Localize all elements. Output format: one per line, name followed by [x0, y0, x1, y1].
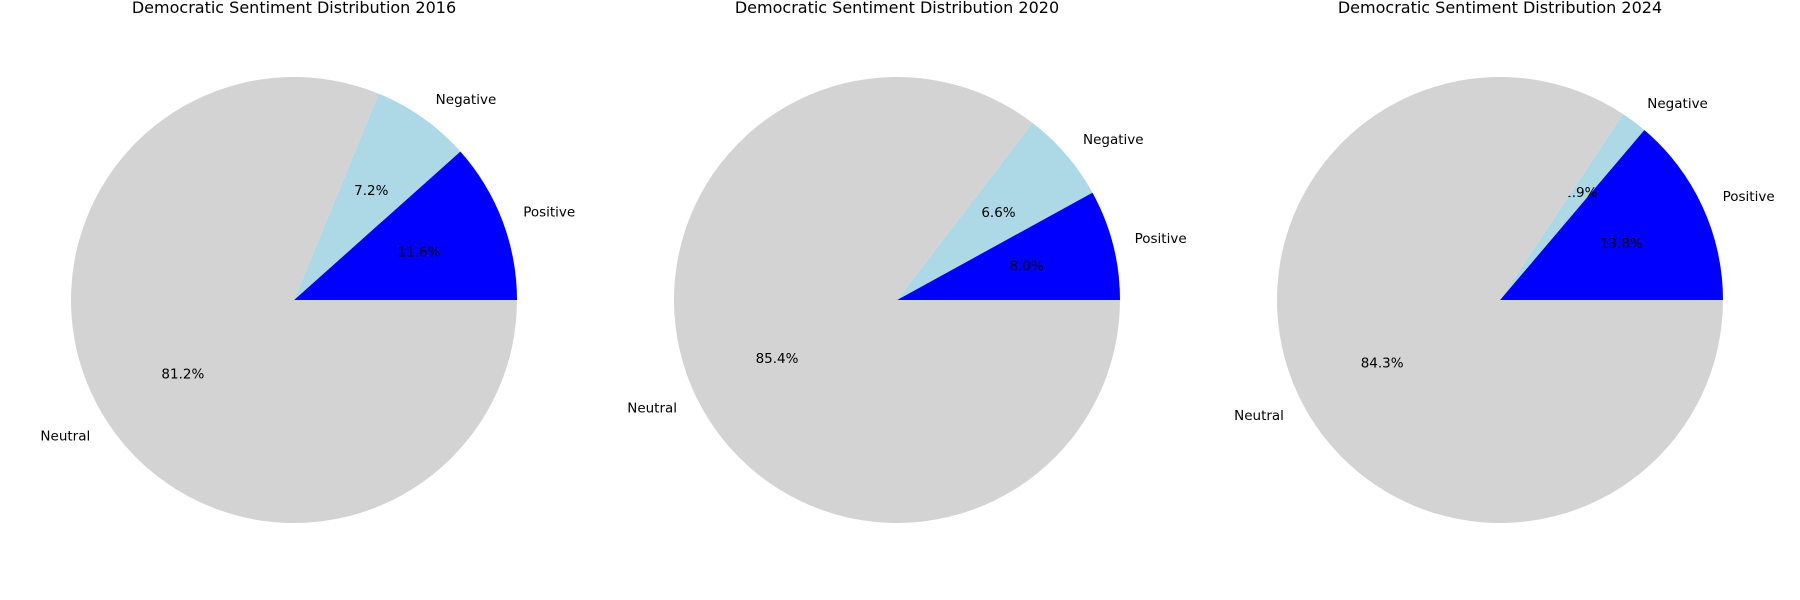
pie-chart-1: Democratic Sentiment Distribution 2016 Po… [40, 0, 575, 523]
slice-pct-neutral: 85.4% [756, 351, 799, 367]
slice-pct-negative: 7.2% [354, 183, 388, 199]
pie-slice-positive [897, 192, 1121, 300]
pie-slice-positive [294, 151, 517, 300]
slice-label-negative: Negative [1083, 132, 1144, 148]
slice-pct-negative: 6.6% [981, 205, 1015, 221]
slice-pct-neutral: 81.2% [161, 367, 204, 383]
slice-pct-positive: 13.8% [1600, 236, 1643, 252]
slice-label-negative: Negative [436, 92, 497, 108]
pie-slice-positive [1500, 129, 1723, 300]
pie-slice-neutral [674, 77, 1120, 524]
pie-chart-3: Democratic Sentiment Distribution 2024 Po… [1234, 0, 1775, 523]
chart-title: Democratic Sentiment Distribution 2024 [1338, 0, 1662, 17]
pie-slice-neutral [1277, 76, 1723, 523]
slice-pct-positive: 8.0% [1009, 259, 1043, 275]
pie-slice-negative [897, 122, 1093, 300]
pie-slice-negative [1500, 114, 1645, 300]
pie-chart-2: Democratic Sentiment Distribution 2020 Po… [627, 0, 1187, 524]
slice-label-neutral: Neutral [40, 429, 90, 445]
chart-title: Democratic Sentiment Distribution 2020 [735, 0, 1059, 17]
chart-title: Democratic Sentiment Distribution 2016 [132, 0, 456, 17]
slice-label-neutral: Neutral [1234, 408, 1284, 424]
pie-slice-negative [294, 93, 461, 300]
slice-label-neutral: Neutral [627, 401, 677, 417]
slice-pct-positive: 11.6% [398, 244, 441, 260]
pie-slice-neutral [71, 77, 517, 523]
slice-pct-neutral: 84.3% [1361, 355, 1404, 371]
slice-label-positive: Positive [523, 205, 575, 221]
slice-label-positive: Positive [1135, 231, 1187, 247]
slice-label-negative: Negative [1647, 96, 1708, 112]
slice-label-positive: Positive [1723, 189, 1775, 205]
